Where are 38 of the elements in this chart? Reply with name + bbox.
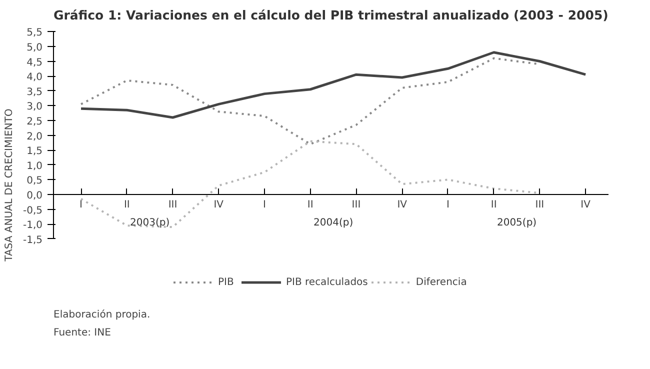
y-tick-label: 1,0 bbox=[26, 160, 43, 172]
y-tick-label: 3,0 bbox=[26, 102, 43, 113]
y-tick-label: 0,0 bbox=[26, 190, 43, 202]
y-tick-label: -1,5 bbox=[22, 234, 43, 246]
chart-title: Gráfico 1: Variaciones en el cálculo del PIB trimestral anualizado (2003 - 2005) bbox=[54, 8, 608, 22]
x-tick-label: III bbox=[535, 199, 544, 210]
y-tick-label: 2,5 bbox=[26, 116, 43, 128]
annotation: 2005(p) bbox=[496, 217, 537, 228]
legend-label: PIB recalculados bbox=[286, 276, 368, 288]
x-tick-label: II bbox=[307, 199, 314, 210]
annotation: 2004(p) bbox=[313, 217, 354, 228]
y-axis-title: TASA ANUAL DE CRECIMIENTO bbox=[4, 108, 15, 262]
y-tick-label: 0,5 bbox=[26, 176, 43, 187]
y-tick-label: 2,0 bbox=[26, 131, 43, 142]
x-tick-label: I bbox=[263, 199, 266, 210]
y-tick-label: 3,5 bbox=[26, 86, 43, 98]
x-tick-label: III bbox=[352, 199, 361, 210]
x-tick-label: III bbox=[168, 199, 178, 210]
y-tick-label: 5,0 bbox=[26, 42, 43, 54]
x-tick-label: IV bbox=[580, 199, 591, 210]
source-note: Fuente: INE bbox=[54, 328, 111, 338]
x-tick-label: II bbox=[124, 199, 130, 210]
x-tick-label: IV bbox=[214, 199, 224, 210]
y-tick-label: 4,5 bbox=[26, 57, 43, 68]
y-tick-label: 1,5 bbox=[26, 146, 43, 158]
annotation: 2003(p) bbox=[130, 217, 170, 228]
x-tick-label: I bbox=[80, 199, 82, 210]
legend-label: Diferencia bbox=[416, 276, 467, 288]
line-series bbox=[80, 51, 587, 119]
legend-label: PIB bbox=[218, 276, 235, 288]
y-tick-label: 4,0 bbox=[26, 72, 43, 84]
text: Elaboración propia. bbox=[54, 310, 150, 320]
x-tick-label: I bbox=[446, 199, 450, 210]
y-tick-label: 5,5 bbox=[26, 28, 43, 39]
y-tick-label: -0,5 bbox=[22, 205, 43, 216]
y-tick-label: -1,0 bbox=[22, 220, 43, 232]
x-tick-label: II bbox=[490, 199, 497, 210]
x-tick-label: IV bbox=[397, 199, 408, 210]
